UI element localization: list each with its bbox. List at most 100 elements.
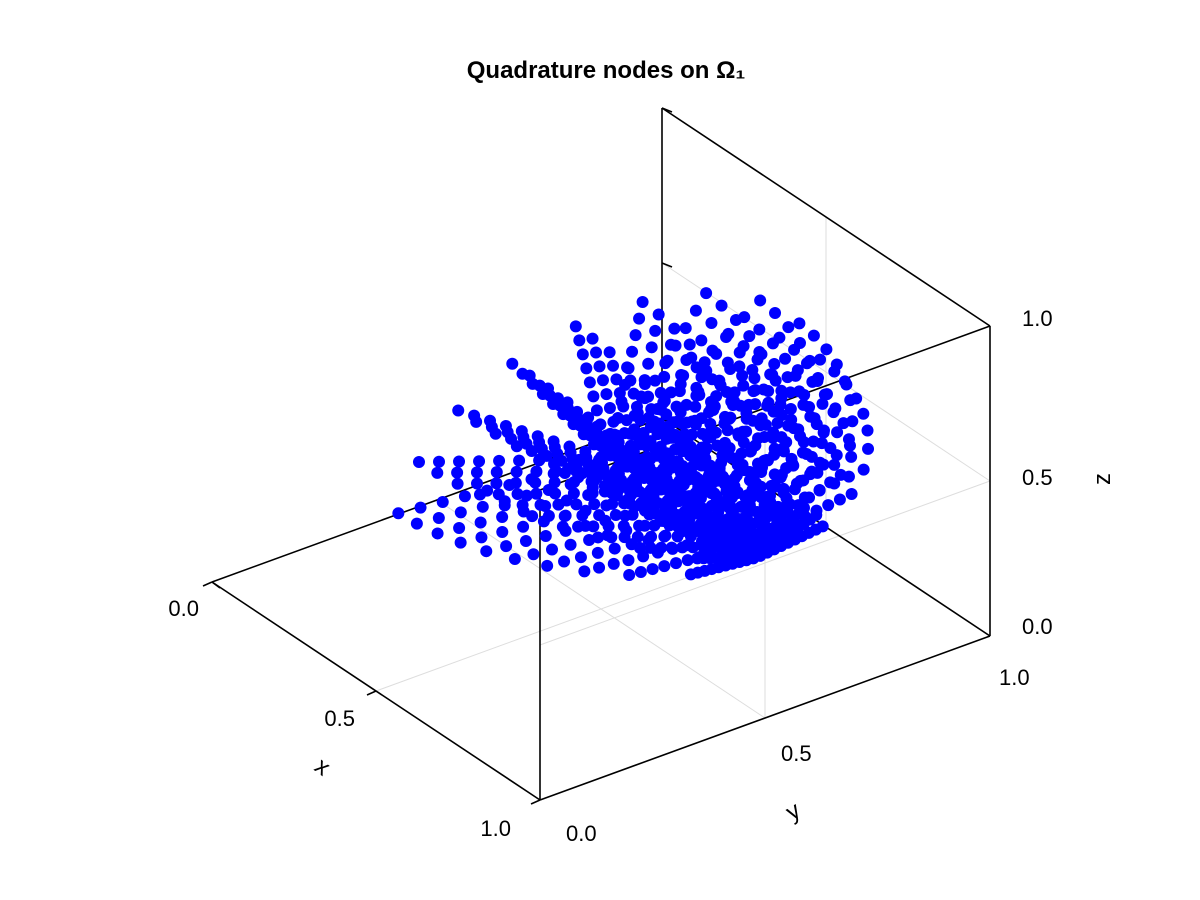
scatter-point	[842, 433, 855, 446]
scatter-point	[670, 415, 683, 428]
scatter-point	[592, 456, 605, 469]
scatter-point	[559, 524, 572, 537]
scatter-point	[675, 369, 688, 382]
scatter-point	[587, 390, 600, 403]
scatter-point	[787, 459, 800, 472]
scatter-point	[816, 397, 829, 410]
scatter-point	[515, 425, 528, 438]
frame-edge	[539, 635, 991, 801]
scatter-point	[805, 450, 818, 463]
scatter-point	[820, 343, 833, 356]
scatter-point	[794, 474, 807, 487]
scatter-point	[675, 510, 688, 523]
scatter-point	[706, 373, 719, 386]
scatter-point	[431, 527, 444, 540]
scatter-point	[775, 409, 788, 422]
z-tick-label-2: 1.0	[1022, 306, 1053, 331]
scatter-point	[784, 402, 797, 415]
z-tick-label-1: 0.5	[1022, 465, 1053, 490]
scatter-point	[642, 411, 655, 424]
scatter-point	[596, 374, 609, 387]
scatter-point	[704, 461, 717, 474]
scatter-point	[615, 395, 628, 408]
scatter-point	[475, 531, 488, 544]
scatter-point	[833, 493, 846, 506]
scatter-point	[657, 462, 670, 475]
scatter-point	[748, 372, 761, 385]
scatter-point	[690, 361, 703, 374]
scatter-point	[818, 388, 831, 401]
scatter-point	[760, 490, 773, 503]
scatter-point	[689, 449, 702, 462]
scatter-point	[793, 317, 806, 330]
scatter-point	[787, 422, 800, 435]
scatter-point	[659, 529, 672, 542]
scatter-point	[481, 484, 494, 497]
scatter-point	[480, 545, 493, 558]
scatter-point	[570, 498, 583, 511]
scatter-point	[649, 374, 662, 387]
scatter-point	[769, 374, 782, 387]
scatter-point	[577, 428, 590, 441]
scatter-point	[857, 463, 870, 476]
scatter-point	[700, 364, 713, 377]
gridline	[436, 499, 766, 719]
scatter-point	[658, 370, 671, 383]
scatter-point	[673, 403, 686, 416]
scatter-point	[674, 378, 687, 391]
scatter-point	[722, 327, 735, 340]
scatter-point	[603, 346, 616, 359]
scatter-point	[624, 439, 637, 452]
scatter-point	[793, 385, 806, 398]
scatter-point	[453, 455, 466, 468]
scatter-point	[658, 394, 671, 407]
scatter-point	[721, 356, 734, 369]
scatter-point	[546, 543, 559, 556]
scatter-point	[685, 428, 698, 441]
scatter-point	[705, 317, 718, 330]
scatter-point	[736, 369, 749, 382]
scatter-point	[638, 392, 651, 405]
scatter-point	[564, 478, 577, 491]
scatter-point	[563, 440, 576, 453]
y-tick-mark	[211, 581, 221, 589]
scatter-point	[607, 557, 620, 570]
scatter-point	[569, 461, 582, 474]
scatter-point	[676, 525, 689, 538]
scatter-point	[638, 374, 651, 387]
scatter-point	[828, 365, 841, 378]
scatter-point	[829, 402, 842, 415]
scatter-point	[574, 551, 587, 564]
scatter-point	[580, 362, 593, 375]
scatter-point	[506, 357, 519, 370]
scatter-point	[553, 454, 566, 467]
scatter-point	[695, 334, 708, 347]
scatter-point	[646, 563, 659, 576]
scatter-point	[703, 406, 716, 419]
scatter-point	[718, 417, 731, 430]
scatter-point	[797, 398, 810, 411]
scatter-point	[689, 304, 702, 317]
scatter-point	[743, 330, 756, 343]
scatter-point	[704, 417, 717, 430]
scatter-point	[587, 438, 600, 451]
scatter-point	[414, 501, 427, 514]
scatter-point	[828, 458, 841, 471]
scatter-point	[593, 561, 606, 574]
scatter-point	[619, 378, 632, 391]
y-axis-label: y	[781, 797, 805, 826]
scatter-point	[758, 454, 771, 467]
scatter-point	[845, 487, 858, 500]
scatter-point	[638, 519, 651, 532]
scatter-point	[600, 388, 613, 401]
scatter-point	[861, 424, 874, 437]
gridline	[661, 262, 991, 482]
chart-title: Quadrature nodes on Ω₁	[467, 57, 746, 84]
scatter-point	[706, 344, 719, 357]
scatter-point	[496, 510, 509, 523]
scatter-point	[648, 519, 661, 532]
scatter-point	[583, 534, 596, 547]
scatter-point	[623, 569, 636, 582]
scatter-point	[680, 416, 693, 429]
